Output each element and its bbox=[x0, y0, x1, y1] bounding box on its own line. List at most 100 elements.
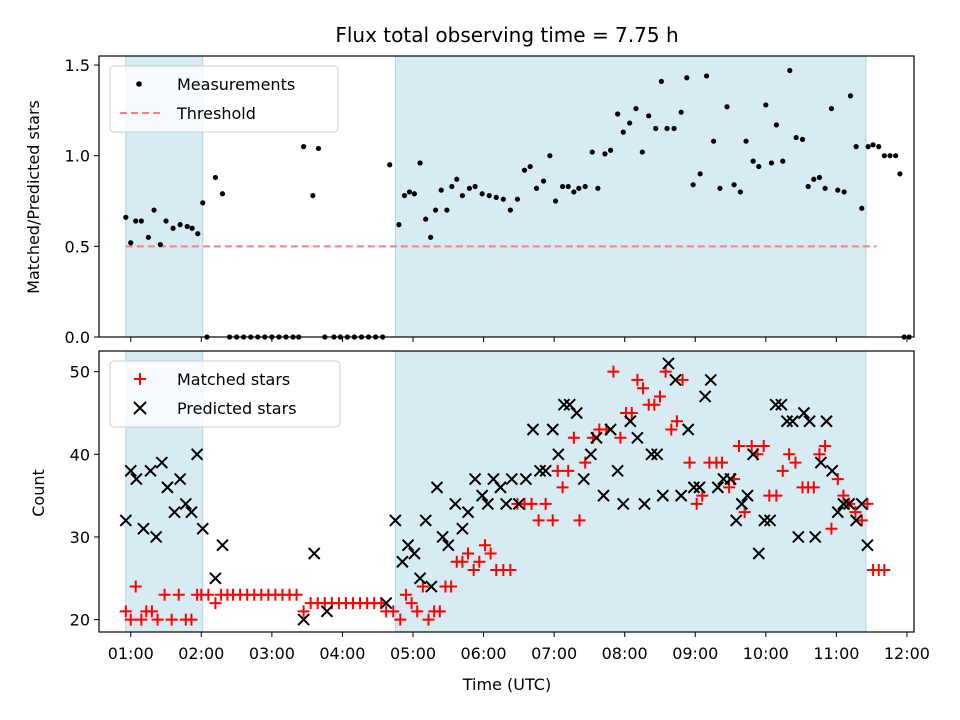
predicted-star-point bbox=[669, 373, 682, 387]
matched-star-point bbox=[546, 514, 559, 527]
measurement-point bbox=[552, 198, 559, 204]
x-axis-ticks bbox=[130, 337, 908, 342]
matched-star-point bbox=[716, 456, 729, 469]
measurement-point bbox=[559, 183, 566, 190]
predicted-star-point bbox=[546, 423, 559, 436]
predicted-star-point bbox=[379, 596, 393, 610]
measurement-point bbox=[897, 171, 903, 177]
measurement-point bbox=[486, 192, 492, 199]
matched-star-point bbox=[849, 506, 862, 519]
measurement-point bbox=[787, 67, 793, 74]
measurement-point bbox=[750, 158, 756, 164]
predicted-star-point bbox=[611, 464, 624, 478]
measurement-point bbox=[466, 185, 473, 191]
x-tick-label: 07:00 bbox=[531, 644, 577, 663]
matched-star-point bbox=[567, 431, 580, 444]
predicted-star-point bbox=[320, 605, 334, 618]
matched-star-point bbox=[825, 522, 838, 535]
measurement-point bbox=[717, 185, 723, 191]
measurement-point bbox=[411, 191, 418, 197]
measurement-point bbox=[493, 194, 499, 201]
predicted-star-point bbox=[809, 530, 822, 544]
legend-dot-marker bbox=[136, 81, 142, 87]
matched-star-point bbox=[562, 464, 575, 477]
predicted-star-point bbox=[735, 497, 749, 511]
predicted-star-point bbox=[656, 489, 670, 502]
legend: Matched stars Predicted stars bbox=[109, 360, 341, 428]
matched-star-point bbox=[484, 547, 497, 560]
predicted-star-point bbox=[413, 572, 427, 585]
matched-star-point bbox=[387, 605, 400, 618]
measurement-point bbox=[607, 147, 614, 153]
measurement-point bbox=[881, 153, 887, 159]
predicted-star-point bbox=[190, 448, 204, 461]
measurement-point bbox=[589, 149, 595, 155]
predicted-star-point bbox=[803, 415, 816, 428]
measurement-point bbox=[527, 163, 533, 170]
predicted-star-point bbox=[763, 514, 777, 527]
measurement-point bbox=[816, 174, 823, 181]
matched-star-point bbox=[467, 564, 480, 577]
matched-star-point bbox=[532, 514, 545, 527]
matched-star-point bbox=[399, 588, 412, 601]
matched-star-point bbox=[504, 564, 517, 577]
matched-star-point bbox=[124, 613, 137, 626]
predicted-star-point bbox=[604, 423, 617, 436]
measurement-point bbox=[887, 153, 893, 159]
predicted-star-point bbox=[825, 464, 839, 478]
predicted-star-point bbox=[855, 497, 868, 511]
measurement-point bbox=[799, 136, 806, 142]
predicted-star-point bbox=[842, 497, 856, 511]
predicted-star-point bbox=[173, 472, 187, 486]
predicted-star-point bbox=[297, 613, 310, 626]
legend-label-matched: Matched stars bbox=[177, 370, 290, 389]
measurement-point bbox=[828, 105, 835, 112]
observing-interval-shade bbox=[395, 351, 867, 632]
predicted-star-point bbox=[505, 472, 518, 486]
measurement-point bbox=[444, 207, 450, 213]
matched-star-point bbox=[683, 456, 696, 469]
matched-star-point bbox=[209, 597, 222, 610]
measurement-point bbox=[731, 182, 737, 188]
predicted-star-point bbox=[758, 514, 771, 527]
legend-plus-marker bbox=[134, 373, 146, 385]
predicted-star-point bbox=[130, 472, 143, 486]
matched-star-point bbox=[770, 489, 783, 502]
chart-title: Flux total observing time = 7.75 h bbox=[335, 23, 678, 47]
measurement-point bbox=[865, 144, 871, 150]
x-axis-ticks: 01:00 02:00 03:00 04:00 05:00 06:00 07:00 08:00… bbox=[108, 632, 930, 663]
predicted-star-point bbox=[797, 406, 811, 420]
predicted-star-point bbox=[552, 448, 565, 461]
matched-star-point bbox=[789, 456, 802, 469]
measurement-point bbox=[773, 122, 780, 128]
x-tick-label: 05:00 bbox=[390, 644, 436, 663]
matched-star-point bbox=[456, 555, 469, 568]
predicted-star-point bbox=[196, 522, 209, 535]
measurement-point bbox=[653, 125, 659, 132]
x-tick-label: 04:00 bbox=[319, 644, 365, 663]
measurement-point bbox=[396, 222, 402, 228]
predicted-star-point bbox=[687, 481, 701, 494]
y-axis-ticks: 0.0 0.5 1.0 1.5 bbox=[65, 56, 99, 347]
predicted-star-point bbox=[499, 497, 513, 511]
measurement-point bbox=[432, 207, 439, 213]
predicted-star-point bbox=[746, 448, 760, 461]
measurement-point bbox=[514, 196, 521, 202]
measurement-point bbox=[533, 185, 540, 191]
measurement-point bbox=[805, 183, 811, 190]
matched-star-point bbox=[813, 448, 826, 461]
predicted-star-point bbox=[396, 555, 409, 568]
measurement-point bbox=[697, 171, 703, 177]
predicted-star-point bbox=[674, 489, 688, 502]
predicted-star-point bbox=[512, 497, 526, 511]
predicted-star-point bbox=[149, 530, 163, 544]
x-tick-label: 06:00 bbox=[461, 644, 507, 663]
x-tick-label: 02:00 bbox=[178, 644, 224, 663]
matched-star-point bbox=[690, 497, 703, 510]
measurement-point bbox=[582, 183, 588, 190]
measurement-point bbox=[417, 160, 423, 166]
measurement-point bbox=[690, 182, 696, 188]
y-tick-label: 30 bbox=[70, 528, 90, 547]
matched-star-point bbox=[165, 613, 178, 626]
matched-star-point bbox=[665, 423, 678, 436]
